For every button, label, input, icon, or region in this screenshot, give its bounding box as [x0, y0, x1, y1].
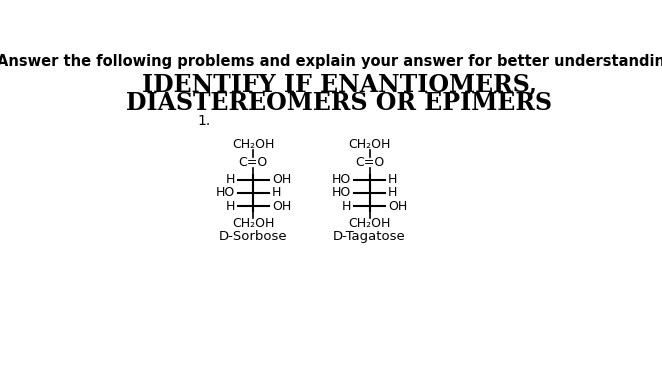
Text: Answer the following problems and explain your answer for better understanding.: Answer the following problems and explai…: [0, 54, 662, 69]
Text: HO: HO: [332, 173, 351, 186]
Text: CH₂OH: CH₂OH: [232, 217, 275, 230]
Text: H: H: [225, 200, 234, 212]
Text: 1.: 1.: [197, 114, 211, 128]
Text: CH₂OH: CH₂OH: [348, 217, 391, 230]
Text: DIASTEREOMERS OR EPIMERS: DIASTEREOMERS OR EPIMERS: [126, 91, 552, 115]
Text: H: H: [225, 173, 234, 186]
Text: CH₂OH: CH₂OH: [348, 138, 391, 151]
Text: OH: OH: [272, 173, 291, 186]
Text: H: H: [342, 200, 351, 212]
Text: H: H: [272, 186, 281, 200]
Text: C=O: C=O: [355, 156, 384, 169]
Text: D-Sorbose: D-Sorbose: [219, 230, 287, 244]
Text: H: H: [388, 173, 397, 186]
Text: OH: OH: [388, 200, 407, 212]
Text: C=O: C=O: [238, 156, 268, 169]
Text: D-Tagatose: D-Tagatose: [333, 230, 406, 244]
Text: CH₂OH: CH₂OH: [232, 138, 275, 151]
Text: H: H: [388, 186, 397, 200]
Text: HO: HO: [332, 186, 351, 200]
Text: IDENTIFY IF ENANTIOMERS,: IDENTIFY IF ENANTIOMERS,: [142, 72, 537, 96]
Text: OH: OH: [272, 200, 291, 212]
Text: HO: HO: [215, 186, 234, 200]
